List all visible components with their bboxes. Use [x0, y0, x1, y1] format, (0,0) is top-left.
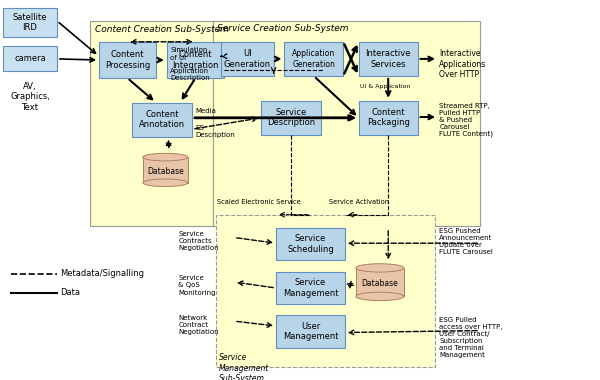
- Text: Application
Description: Application Description: [170, 68, 210, 81]
- Text: Simulation
of UI: Simulation of UI: [170, 48, 208, 60]
- Bar: [3, 46, 57, 71]
- Bar: [3, 8, 57, 37]
- Text: UI
Generation: UI Generation: [224, 49, 271, 69]
- Text: Database: Database: [361, 279, 398, 288]
- Bar: [90, 21, 234, 226]
- Bar: [356, 268, 404, 296]
- Text: ESG Pulled
access over HTTP,
User Contract/
Subscription
and Terminal
Management: ESG Pulled access over HTTP, User Contra…: [439, 317, 503, 358]
- Text: ES
Description: ES Description: [195, 125, 235, 138]
- Bar: [221, 42, 274, 76]
- Text: Interactive
Applications
Over HTTP: Interactive Applications Over HTTP: [439, 49, 487, 79]
- Text: Service Creation Sub-System: Service Creation Sub-System: [217, 24, 349, 33]
- Bar: [276, 315, 345, 348]
- Text: Application
Generation: Application Generation: [292, 49, 335, 69]
- Bar: [359, 42, 418, 76]
- Bar: [276, 272, 345, 304]
- Bar: [284, 42, 343, 76]
- Text: ESG Pushed
Announcement
Update over
FLUTE Carousel: ESG Pushed Announcement Update over FLUT…: [439, 228, 493, 255]
- Text: Metadata/Signalling: Metadata/Signalling: [60, 269, 144, 278]
- Text: Database: Database: [147, 167, 184, 176]
- Bar: [99, 42, 156, 78]
- Text: Service
& QoS
Monitoring: Service & QoS Monitoring: [178, 276, 216, 296]
- Bar: [167, 42, 224, 78]
- Bar: [359, 101, 418, 135]
- Text: Streamed RTP,
Pulled HTTP
& Pushed
Carousel
FLUTE Content): Streamed RTP, Pulled HTTP & Pushed Carou…: [439, 103, 493, 137]
- Text: Content
Processing: Content Processing: [105, 50, 150, 70]
- Text: Content Creation Sub-System: Content Creation Sub-System: [95, 25, 229, 34]
- Text: AV,
Graphics,
Text: AV, Graphics, Text: [10, 82, 50, 111]
- Text: Service
Scheduling: Service Scheduling: [287, 234, 334, 254]
- Bar: [261, 101, 321, 135]
- Text: Interactive
Services: Interactive Services: [365, 49, 411, 69]
- Text: UI & Application: UI & Application: [360, 84, 410, 89]
- Ellipse shape: [356, 264, 404, 272]
- Bar: [143, 157, 188, 183]
- Bar: [276, 228, 345, 260]
- Text: User
Management: User Management: [283, 322, 338, 341]
- Text: Network
Contract
Negotiation: Network Contract Negotiation: [178, 315, 219, 335]
- Ellipse shape: [143, 154, 188, 161]
- Text: camera: camera: [14, 54, 46, 63]
- Bar: [132, 103, 192, 137]
- Text: Data: Data: [60, 288, 80, 297]
- Text: Content
Packaging: Content Packaging: [367, 108, 410, 128]
- Ellipse shape: [356, 292, 404, 301]
- Text: Service Activation: Service Activation: [329, 199, 389, 205]
- Text: Service
Contracts
Negotiation: Service Contracts Negotiation: [178, 231, 219, 251]
- Bar: [213, 21, 480, 226]
- Text: Media: Media: [195, 108, 216, 114]
- Text: Service
Management
Sub-System: Service Management Sub-System: [219, 353, 269, 380]
- Text: Service
Management: Service Management: [283, 278, 338, 298]
- Ellipse shape: [143, 179, 188, 187]
- Text: Scaled Electronic Service: Scaled Electronic Service: [217, 199, 301, 205]
- Bar: [216, 215, 435, 367]
- Text: Content
Annotation: Content Annotation: [139, 110, 185, 130]
- Text: Service
Description: Service Description: [267, 108, 315, 128]
- Text: Content
Integration: Content Integration: [172, 50, 218, 70]
- Text: Satellite
IRD: Satellite IRD: [13, 13, 47, 32]
